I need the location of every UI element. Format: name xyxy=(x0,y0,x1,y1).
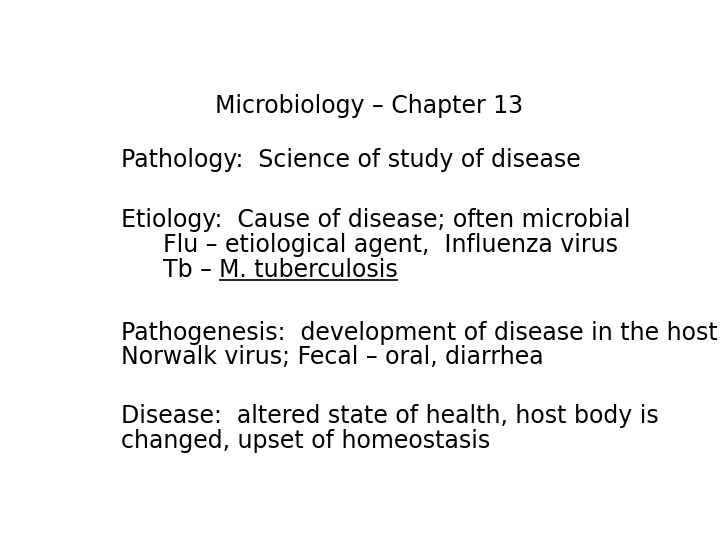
Text: changed, upset of homeostasis: changed, upset of homeostasis xyxy=(121,429,490,453)
Text: Disease:  altered state of health, host body is: Disease: altered state of health, host b… xyxy=(121,404,659,428)
Text: Etiology:  Cause of disease; often microbial: Etiology: Cause of disease; often microb… xyxy=(121,208,630,232)
Text: Pathogenesis:  development of disease in the host -: Pathogenesis: development of disease in … xyxy=(121,321,720,345)
Text: Microbiology – Chapter 13: Microbiology – Chapter 13 xyxy=(215,94,523,118)
Text: Pathology:  Science of study of disease: Pathology: Science of study of disease xyxy=(121,148,580,172)
Text: Flu – etiological agent,  Influenza virus: Flu – etiological agent, Influenza virus xyxy=(163,233,618,257)
Text: Norwalk virus; Fecal – oral, diarrhea: Norwalk virus; Fecal – oral, diarrhea xyxy=(121,346,544,369)
Text: Tb –: Tb – xyxy=(163,258,219,282)
Text: M. tuberculosis: M. tuberculosis xyxy=(219,258,397,282)
